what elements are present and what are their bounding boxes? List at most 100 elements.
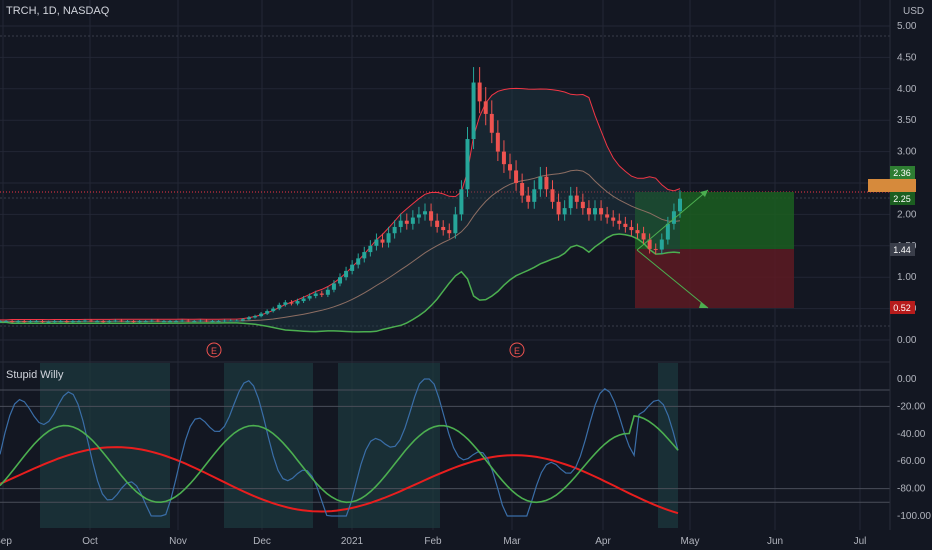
candle-body bbox=[186, 320, 191, 322]
candle-body bbox=[289, 302, 294, 304]
signal-shade bbox=[40, 363, 170, 528]
candle-body bbox=[76, 321, 81, 323]
svg-text:E: E bbox=[514, 346, 520, 356]
price-tag-1.44: 1.44 bbox=[890, 243, 915, 256]
signal-shade bbox=[338, 363, 440, 528]
candle-body bbox=[416, 214, 421, 218]
candle-body bbox=[271, 308, 276, 312]
candle-body bbox=[495, 132, 500, 152]
candle-body bbox=[538, 176, 543, 190]
osc-fast-line bbox=[0, 378, 679, 517]
candle-body bbox=[4, 321, 9, 323]
osc-tick-label: -100.00 bbox=[897, 511, 931, 522]
candle-body bbox=[404, 220, 409, 224]
time-tick-label: 2021 bbox=[341, 536, 364, 547]
candle-body bbox=[216, 321, 221, 323]
svg-text:2.25: 2.25 bbox=[893, 194, 911, 204]
time-tick-label: Dec bbox=[253, 536, 271, 547]
candle-body bbox=[83, 320, 87, 322]
candle-body bbox=[471, 82, 476, 140]
time-tick-label: Oct bbox=[82, 536, 98, 547]
candle-body bbox=[125, 321, 130, 323]
svg-text:E: E bbox=[211, 346, 217, 356]
candle-body bbox=[605, 214, 610, 218]
candle-body bbox=[556, 201, 561, 215]
candle-body bbox=[671, 211, 676, 224]
price-tick-label: 0.00 bbox=[897, 335, 917, 346]
currency-label: USD bbox=[903, 6, 924, 17]
indicator-title[interactable]: Stupid Willy bbox=[6, 369, 64, 381]
stop-loss-zone bbox=[635, 249, 794, 308]
candle-body bbox=[131, 321, 136, 323]
candle-body bbox=[174, 321, 179, 323]
candle-body bbox=[678, 198, 682, 212]
earnings-marker[interactable]: E bbox=[206, 342, 222, 358]
candle-body bbox=[459, 189, 464, 215]
earnings-marker[interactable]: E bbox=[509, 342, 525, 358]
candle-body bbox=[325, 289, 330, 295]
price-tag-current bbox=[868, 179, 916, 192]
candle-body bbox=[295, 301, 300, 304]
candle-body bbox=[253, 316, 257, 318]
osc-tick-label: -40.00 bbox=[897, 429, 926, 440]
candle-body bbox=[508, 164, 512, 171]
svg-text:1.44: 1.44 bbox=[893, 245, 911, 255]
osc-slow-line bbox=[0, 414, 679, 504]
candle-body bbox=[34, 321, 39, 323]
trend-arrows bbox=[636, 189, 709, 309]
up-arrow bbox=[636, 189, 709, 251]
candle-body bbox=[356, 258, 361, 265]
candle-body bbox=[283, 302, 288, 305]
time-axis[interactable]: Sep Oct Nov Dec 2021 Feb Mar Apr May Jun Jul bbox=[0, 536, 866, 547]
candle-body bbox=[392, 226, 397, 234]
candle-body bbox=[168, 321, 172, 323]
candle-body bbox=[368, 245, 373, 253]
candle-body bbox=[617, 220, 622, 224]
candle-body bbox=[398, 220, 403, 227]
candle-body bbox=[386, 233, 391, 243]
candle-body bbox=[410, 217, 415, 224]
candle-body bbox=[665, 223, 670, 240]
candle-body bbox=[277, 304, 282, 309]
candle-body bbox=[319, 293, 324, 295]
candle-body bbox=[198, 320, 203, 322]
osc-tick-label: -80.00 bbox=[897, 484, 926, 495]
candle-body bbox=[58, 321, 63, 323]
osc-signal-line bbox=[0, 446, 679, 515]
candle-body bbox=[550, 189, 555, 202]
candle-body bbox=[344, 270, 349, 278]
candle-body bbox=[429, 211, 434, 221]
candle-body bbox=[16, 321, 21, 323]
candle-body bbox=[526, 195, 531, 202]
time-tick-label: May bbox=[681, 536, 700, 547]
candle-body bbox=[641, 233, 646, 240]
price-tick-label: 3.00 bbox=[897, 147, 917, 158]
time-tick-label: Mar bbox=[503, 536, 521, 547]
symbol-title: TRCH, 1D, NASDAQ bbox=[6, 5, 110, 17]
candle-body bbox=[0, 321, 2, 323]
candle-body bbox=[544, 176, 549, 190]
candle-body bbox=[465, 139, 470, 190]
candle-body bbox=[22, 321, 27, 323]
candle-body bbox=[259, 313, 264, 317]
candle-body bbox=[46, 321, 51, 323]
candle-body bbox=[101, 321, 106, 323]
candle-body bbox=[635, 230, 640, 234]
candle-body bbox=[137, 321, 142, 323]
candle-body bbox=[149, 320, 154, 322]
price-grid bbox=[0, 0, 890, 530]
candle-body bbox=[246, 317, 251, 320]
oscillator-axis[interactable]: 0.00 -20.00 -40.00 -60.00 -80.00 -100.00 bbox=[897, 374, 931, 522]
candle-body bbox=[331, 283, 336, 290]
candle-body bbox=[532, 189, 537, 202]
price-tag-2.25: 2.25 bbox=[890, 192, 915, 205]
down-arrow-head bbox=[699, 302, 708, 308]
price-tick-label: 4.50 bbox=[897, 52, 917, 63]
candle-body bbox=[40, 321, 45, 323]
candle-body bbox=[64, 321, 69, 323]
candle-body bbox=[447, 230, 452, 234]
candle-body bbox=[338, 277, 342, 284]
candle-body bbox=[423, 211, 427, 215]
candle-body bbox=[477, 82, 482, 102]
